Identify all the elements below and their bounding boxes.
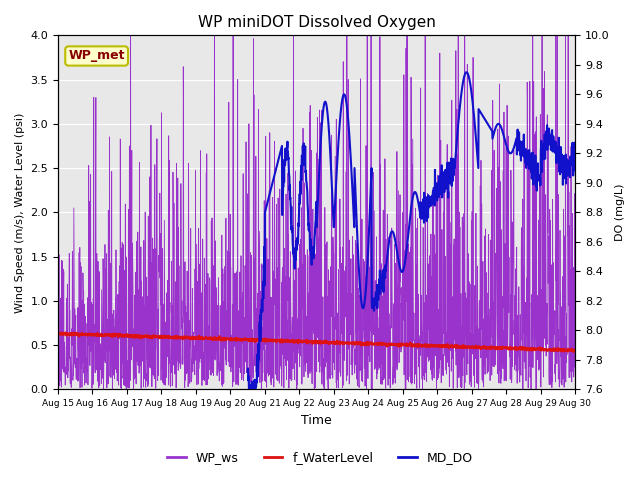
- WP_ws: [343, 378, 351, 384]
- MD_DO: [540, 143, 548, 148]
- f_WaterLevel: [572, 348, 579, 353]
- Line: MD_DO: MD_DO: [248, 72, 575, 389]
- Line: f_WaterLevel: f_WaterLevel: [58, 332, 575, 352]
- WP_ws: [198, 354, 206, 360]
- WP_ws: [419, 386, 426, 392]
- Text: WP_met: WP_met: [68, 49, 125, 62]
- f_WaterLevel: [54, 329, 62, 335]
- WP_ws: [127, 33, 134, 38]
- Legend: WP_ws, f_WaterLevel, MD_DO: WP_ws, f_WaterLevel, MD_DO: [162, 446, 478, 469]
- WP_ws: [540, 159, 548, 165]
- MD_DO: [525, 165, 533, 171]
- Y-axis label: Wind Speed (m/s), Water Level (psi): Wind Speed (m/s), Water Level (psi): [15, 112, 25, 312]
- MD_DO: [342, 99, 350, 105]
- WP_ws: [54, 363, 62, 369]
- MD_DO: [572, 158, 579, 164]
- WP_ws: [526, 78, 534, 84]
- f_WaterLevel: [198, 336, 206, 341]
- WP_ws: [332, 213, 339, 219]
- MD_DO: [467, 82, 474, 88]
- f_WaterLevel: [540, 347, 548, 352]
- Title: WP miniDOT Dissolved Oxygen: WP miniDOT Dissolved Oxygen: [198, 15, 435, 30]
- Y-axis label: DO (mg/L): DO (mg/L): [615, 183, 625, 241]
- f_WaterLevel: [525, 348, 533, 353]
- Line: WP_ws: WP_ws: [58, 36, 575, 389]
- X-axis label: Time: Time: [301, 414, 332, 427]
- MD_DO: [332, 200, 339, 205]
- f_WaterLevel: [570, 349, 577, 355]
- f_WaterLevel: [467, 345, 474, 350]
- f_WaterLevel: [342, 340, 350, 346]
- WP_ws: [572, 227, 579, 232]
- WP_ws: [467, 330, 475, 336]
- f_WaterLevel: [332, 341, 339, 347]
